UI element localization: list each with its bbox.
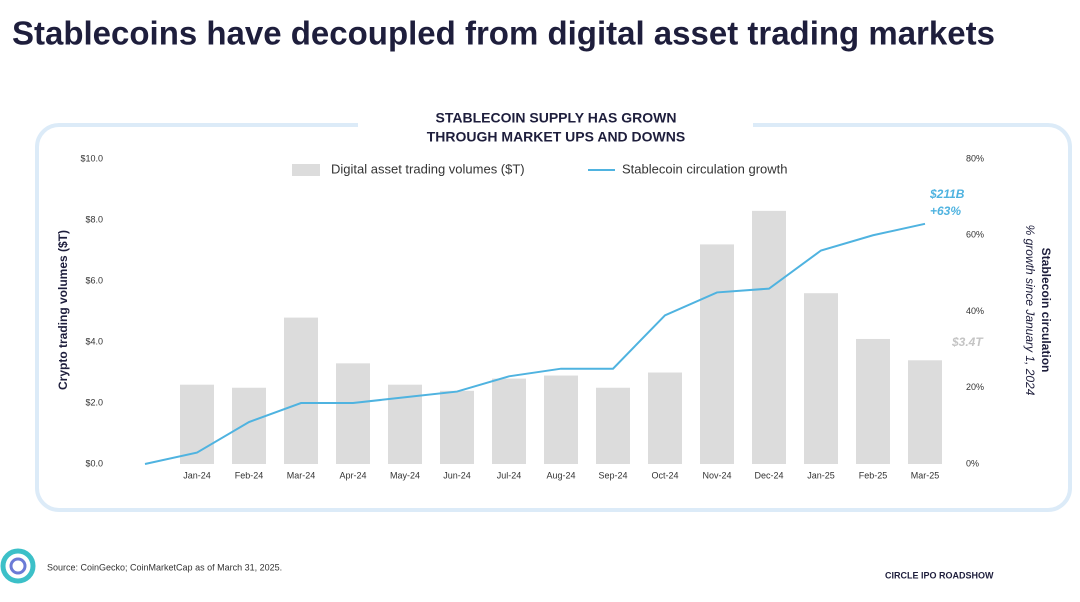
x-tick-label: Dec-24 [754, 470, 783, 480]
x-tick-label: Jun-24 [443, 470, 471, 480]
bar [492, 378, 526, 464]
bar [284, 317, 318, 464]
bar [648, 372, 682, 464]
x-tick-label: Mar-25 [911, 470, 940, 480]
y2-tick-label: 80% [966, 153, 984, 163]
x-tick-label: Aug-24 [546, 470, 575, 480]
bar [856, 338, 890, 464]
x-tick-label: Feb-24 [235, 470, 264, 480]
y2-axis-label: Stablecoin circulation [1039, 248, 1053, 373]
title-backdrop [358, 110, 753, 150]
logo-inner [9, 557, 27, 575]
legend-label: Stablecoin circulation growth [622, 161, 787, 176]
x-tick-label: Jan-25 [807, 470, 835, 480]
annotation: $3.4T [951, 335, 984, 349]
bar [804, 293, 838, 464]
x-tick-label: Jul-24 [497, 470, 522, 480]
x-tick-label: Nov-24 [702, 470, 731, 480]
y-tick-label: $10.0 [80, 153, 103, 163]
source-note: Source: CoinGecko; CoinMarketCap as of M… [47, 562, 282, 572]
footer-label: CIRCLE IPO ROADSHOW [885, 570, 994, 580]
bar [440, 390, 474, 464]
slide-title: Stablecoins have decoupled from digital … [12, 15, 995, 52]
legend-swatch [292, 164, 320, 176]
y-tick-label: $0.0 [85, 458, 103, 468]
chart-title: THROUGH MARKET UPS AND DOWNS [427, 129, 685, 145]
y-axis-label: Crypto trading volumes ($T) [56, 230, 70, 390]
bar [232, 387, 266, 464]
bar [336, 363, 370, 464]
logo-ring [0, 548, 36, 584]
y2-tick-label: 0% [966, 458, 979, 468]
x-tick-label: Apr-24 [339, 470, 366, 480]
x-tick-label: Jan-24 [183, 470, 211, 480]
bar [596, 387, 630, 464]
y-tick-label: $2.0 [85, 397, 103, 407]
y2-axis-sublabel: % growth since January 1, 2024 [1023, 225, 1037, 396]
y2-tick-label: 40% [966, 306, 984, 316]
logo [0, 548, 36, 584]
x-tick-label: Oct-24 [651, 470, 678, 480]
bar [752, 210, 786, 464]
bar [180, 384, 214, 464]
x-tick-label: Mar-24 [287, 470, 316, 480]
y-tick-label: $8.0 [85, 214, 103, 224]
x-tick-label: Sep-24 [598, 470, 627, 480]
plot: $0.0 $2.0 $4.0 $6.0 $8.0 $10.0 0% 20% 40% 60% 80% J… [80, 153, 984, 480]
bar [700, 244, 734, 464]
annotation: +63% [930, 204, 961, 218]
x-tick-label: Feb-25 [859, 470, 888, 480]
bar [544, 375, 578, 464]
y-tick-label: $4.0 [85, 336, 103, 346]
x-tick-label: May-24 [390, 470, 420, 480]
y2-tick-label: 20% [966, 382, 984, 392]
annotation: $211B [929, 187, 965, 201]
line [144, 222, 926, 465]
chart-title: STABLECOIN SUPPLY HAS GROWN [436, 110, 677, 126]
legend-label: Digital asset trading volumes ($T) [331, 161, 525, 176]
bar [908, 360, 942, 464]
y-tick-label: $6.0 [85, 275, 103, 285]
y2-tick-label: 60% [966, 230, 984, 240]
